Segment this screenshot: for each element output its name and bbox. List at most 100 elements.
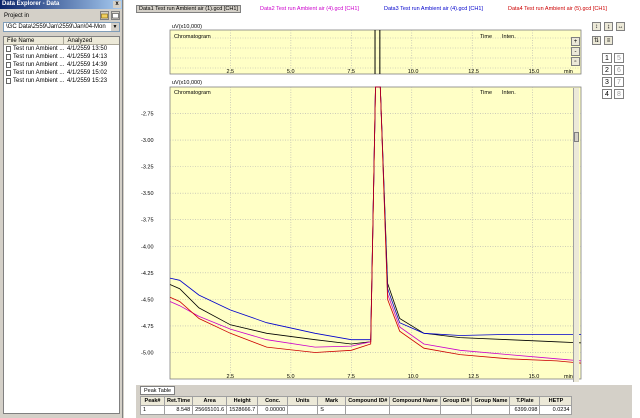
table-cell	[287, 405, 319, 415]
column-header[interactable]: Group Name	[471, 396, 511, 406]
scale-x-icon[interactable]: ↔	[616, 22, 625, 31]
path-dropdown[interactable]: \GC Data\2559\Jan\2559\Jan\04-Mon ▼	[3, 22, 120, 32]
y-tick-label: -3.25	[141, 165, 154, 171]
open-folder-icon[interactable]	[100, 11, 109, 20]
chart-slot-button-6[interactable]: 6	[614, 65, 624, 75]
x-tick-label: 12.5	[468, 69, 479, 75]
file-icon	[6, 78, 11, 84]
table-cell	[439, 405, 473, 415]
main-plot-area	[169, 86, 582, 380]
series-line-4	[169, 86, 582, 364]
chart-slot-button-4[interactable]: 4	[602, 89, 612, 99]
main-title: Chromatogram	[174, 90, 211, 96]
scale-y2-icon[interactable]: ↨	[604, 22, 613, 31]
y-tick-label: -3.50	[141, 191, 154, 197]
table-cell	[389, 405, 441, 415]
table-row[interactable]: 1 8.548 25665101.6 1528666.7 0.00000 S 6399.09…	[140, 405, 573, 415]
list-item[interactable]: Test run Ambient ... 4/1/2559 14:39	[4, 61, 119, 69]
vertical-scrollbar[interactable]	[573, 88, 579, 382]
file-name-text: Test run Ambient ...	[13, 62, 65, 68]
list-item[interactable]: Test run Ambient ... 4/1/2559 14:13	[4, 53, 119, 61]
path-value: \GC Data\2559\Jan\2559\Jan\04-Mon	[6, 24, 106, 30]
overview-title: Chromatogram	[174, 34, 211, 40]
chart-slot-button-3[interactable]: 3	[602, 77, 612, 87]
list-item[interactable]: Test run Ambient ... 4/1/2559 13:50	[4, 45, 119, 53]
file-date: 4/1/2559 14:39	[67, 62, 108, 68]
x-tick-label: 15.0	[529, 374, 540, 380]
column-header[interactable]: HETP	[539, 396, 573, 406]
table-cell	[345, 405, 391, 415]
zoom-out-icon[interactable]: -	[571, 47, 580, 56]
column-header[interactable]: Area	[192, 396, 228, 406]
split-icon[interactable]: ≡	[604, 36, 613, 45]
close-icon[interactable]: x	[113, 1, 121, 8]
file-name-text: Test run Ambient ...	[13, 46, 65, 52]
table-cell: 0.0234	[539, 405, 573, 415]
column-header[interactable]: Mark	[317, 396, 347, 406]
peak-table: Peak# Ret.Time Area Height Conc. Units Mark Com…	[140, 396, 573, 415]
chart-slot-button-5[interactable]: 5	[614, 53, 624, 63]
column-header[interactable]: Peak#	[140, 396, 165, 406]
file-icon	[6, 46, 11, 52]
data-tabs: Data1 Test run Ambient air (1).gcd [CH1]…	[136, 5, 632, 15]
file-icon	[6, 70, 11, 76]
tab-data4[interactable]: Data4 Test run Ambient air (5).gcd [CH1]	[508, 6, 607, 12]
chevron-down-icon[interactable]: ▼	[111, 23, 119, 31]
file-list-header: File Name Analyzed	[4, 37, 119, 45]
overview-chart[interactable]: uV(x10,000) Chromatogram Time Inten. 2.5…	[136, 18, 582, 76]
file-date: 4/1/2559 13:50	[67, 46, 108, 52]
zoom-in-icon[interactable]: +	[571, 37, 580, 46]
y-tick-label: -4.00	[141, 244, 154, 250]
scrollbar-thumb[interactable]	[574, 132, 579, 142]
column-header[interactable]: Ret.Time	[163, 396, 194, 406]
file-name-text: Test run Ambient ...	[13, 54, 65, 60]
peak-table-pane: Peak Table Peak# Ret.Time Area Height Conc. U…	[136, 385, 632, 418]
column-header[interactable]: Height	[226, 396, 259, 406]
project-label: Project in	[4, 13, 30, 19]
main-chart[interactable]: uV(x10,000) Chromatogram Time Inten. -2.…	[136, 78, 582, 383]
browse-folder-icon[interactable]	[111, 11, 120, 20]
column-header[interactable]: Compound ID#	[345, 396, 391, 406]
file-name: Test run Ambient ...	[4, 61, 65, 69]
column-header-analyzed[interactable]: Analyzed	[67, 38, 93, 44]
column-header[interactable]: T.Plate	[509, 396, 541, 406]
chart-slot-button-7[interactable]: 7	[614, 77, 624, 87]
y-tick-label: -4.50	[141, 297, 154, 303]
list-item[interactable]: Test run Ambient ... 4/1/2559 15:02	[4, 69, 119, 77]
chart-slot-button-2[interactable]: 2	[602, 65, 612, 75]
file-date: 4/1/2559 15:23	[67, 78, 108, 84]
zoom-reset-icon[interactable]: ▫	[571, 57, 580, 66]
chart-slot-button-1[interactable]: 1	[602, 53, 612, 63]
x-tick-label: 12.5	[468, 374, 479, 380]
file-date: 4/1/2559 15:02	[67, 70, 108, 76]
file-name: Test run Ambient ...	[4, 45, 65, 53]
tab-data3[interactable]: Data3 Test run Ambient air (4).gcd [CH1]	[384, 6, 483, 12]
column-header[interactable]: Units	[287, 396, 319, 406]
scale-y-icon[interactable]: ↕	[592, 22, 601, 31]
x-tick-label: 2.5	[226, 374, 234, 380]
column-header[interactable]: Conc.	[257, 396, 289, 406]
tab-data2[interactable]: Data2 Test run Ambient air (4).gcd [CH1]	[260, 6, 359, 12]
x-tick-label: 7.5	[347, 69, 355, 75]
column-header-file-name[interactable]: File Name	[4, 37, 65, 44]
column-header[interactable]: Group ID#	[439, 396, 473, 406]
list-item[interactable]: Test run Ambient ... 4/1/2559 15:23	[4, 77, 119, 85]
file-name: Test run Ambient ...	[4, 53, 65, 61]
tab-data1[interactable]: Data1 Test run Ambient air (1).gcd [CH1]	[136, 5, 241, 13]
data-explorer-pane: Data Explorer - Data x Project in \GC Da…	[0, 0, 123, 418]
main-inten-label: Inten.	[502, 90, 516, 96]
x-tick-label: 7.5	[347, 374, 355, 380]
table-cell: 1	[140, 405, 165, 415]
main-unit-label: uV(x10,000)	[172, 80, 202, 86]
chart-slot-button-8[interactable]: 8	[614, 89, 624, 99]
table-cell: 25665101.6	[192, 405, 228, 415]
column-header[interactable]: Compound Name	[389, 396, 441, 406]
overlay-icon[interactable]: ⇅	[592, 36, 601, 45]
tab-peak-table[interactable]: Peak Table	[140, 386, 176, 395]
table-cell	[471, 405, 511, 415]
y-tick-label: -3.00	[141, 138, 154, 144]
file-name: Test run Ambient ...	[4, 69, 65, 77]
explorer-title: Data Explorer - Data	[2, 1, 60, 7]
y-tick-label: -4.75	[141, 324, 154, 330]
